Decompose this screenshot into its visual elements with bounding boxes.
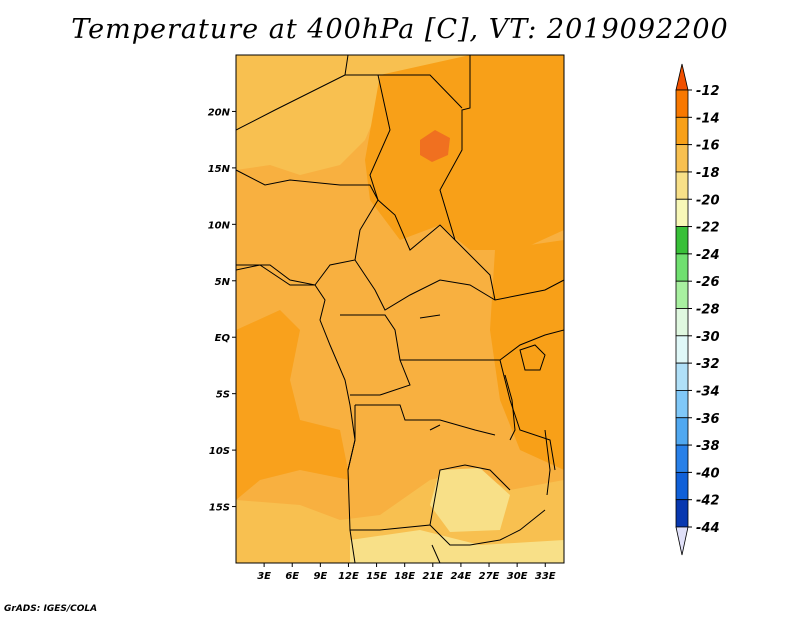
- colorbar-label: -28: [696, 303, 720, 318]
- colorbar-segment: [675, 471, 689, 501]
- lake-outline: [429, 424, 441, 431]
- colorbar-label: -42: [696, 494, 720, 509]
- colorbar: -12 -14 -16 -18 -20 -22 -24 -26 -28 -30 -32 -34 -36 -…: [675, 63, 720, 556]
- lat-tick-label: 5S: [216, 390, 230, 401]
- colorbar-segment: [675, 226, 689, 255]
- lon-tick-label: 33E: [535, 571, 556, 582]
- credit-text: GrADS: IGES/COLA: [4, 604, 98, 614]
- lat-tick-label: EQ: [215, 333, 231, 344]
- border-line: [499, 329, 564, 361]
- colorbar-segment: [675, 253, 689, 282]
- lon-tick-label: 21E: [422, 571, 443, 582]
- field-region-minus20-south: [350, 530, 564, 563]
- plot-frame: [235, 54, 565, 564]
- colorbar-label: -16: [696, 139, 720, 154]
- border-line: [431, 544, 441, 563]
- colorbar-label: -38: [696, 439, 720, 454]
- border-line: [439, 55, 496, 301]
- lon-tick-label: 15E: [366, 571, 387, 582]
- colorbar-label: -12: [696, 84, 720, 99]
- colorbar-segment: [675, 308, 689, 337]
- colorbar-segment: [675, 444, 689, 473]
- latitude-axis: 20N 15N 10N 5N EQ 5S 10S 15S: [208, 107, 236, 514]
- colorbar-label: -20: [696, 193, 720, 208]
- border-line: [378, 74, 463, 109]
- border-line: [236, 199, 379, 286]
- field-region-minus20-blob: [430, 468, 510, 532]
- lake-outline: [519, 344, 546, 371]
- coastline: [236, 264, 356, 471]
- colorbar-segment: [675, 144, 689, 173]
- border-line: [355, 404, 496, 436]
- lat-tick-label: 20N: [208, 107, 231, 118]
- colorbar-label: -18: [696, 166, 720, 181]
- colorbar-segment: [675, 116, 689, 146]
- colorbar-label: -32: [696, 357, 720, 372]
- border-line: [236, 55, 349, 131]
- river-outline: [419, 314, 441, 319]
- chart-title: Temperature at 400hPa [C], VT: 201909220…: [71, 14, 729, 45]
- country-borders: [236, 55, 564, 563]
- colorbar-label: -40: [696, 466, 720, 481]
- border-line: [349, 529, 356, 563]
- colorbar-segment: [675, 417, 689, 446]
- border-line: [345, 74, 391, 201]
- colorbar-segment: [675, 171, 689, 200]
- lat-tick-label: 15N: [208, 164, 231, 175]
- lon-tick-label: 18E: [394, 571, 415, 582]
- lat-tick-label: 15S: [209, 503, 230, 514]
- colorbar-label: -14: [696, 111, 720, 126]
- lon-tick-label: 9E: [313, 571, 327, 582]
- colorbar-bottom-arrow: [675, 526, 689, 556]
- colorbar-segment: [675, 335, 689, 364]
- border-line: [377, 199, 456, 251]
- field-region-minus14-west: [236, 310, 350, 500]
- colorbar-label: -24: [696, 248, 720, 263]
- lake-outline: [504, 374, 516, 441]
- colorbar-segment: [675, 499, 689, 528]
- temperature-field: [236, 55, 564, 563]
- lon-tick-label: 30E: [507, 571, 528, 582]
- lon-tick-label: 6E: [285, 571, 299, 582]
- colorbar-label: -36: [696, 412, 720, 427]
- lon-tick-label: 3E: [257, 571, 271, 582]
- colorbar-label: -22: [696, 221, 720, 236]
- field-region-minus14-northeast: [365, 55, 564, 250]
- colorbar-label: -34: [696, 384, 720, 399]
- longitude-axis: 3E 6E 9E 12E 15E 18E 21E 24E 27E 30E 33E: [257, 563, 556, 582]
- lon-tick-label: 27E: [479, 571, 500, 582]
- lon-tick-label: 12E: [338, 571, 359, 582]
- colorbar-label: -30: [696, 330, 720, 345]
- lat-tick-label: 5N: [215, 277, 231, 288]
- lat-tick-label: 10N: [208, 220, 231, 231]
- border-line: [429, 509, 546, 546]
- border-line: [499, 359, 556, 471]
- colorbar-top-arrow: [675, 63, 689, 91]
- lake-outline: [544, 429, 551, 496]
- colorbar-segment: [675, 362, 689, 391]
- colorbar-segment: [675, 198, 689, 227]
- colorbar-label: -26: [696, 275, 720, 290]
- border-line: [354, 259, 564, 311]
- lon-tick-label: 24E: [451, 571, 472, 582]
- colorbar-segment: [675, 89, 689, 118]
- lat-tick-label: 10S: [209, 446, 230, 457]
- colorbar-segment: [675, 280, 689, 309]
- colorbar-segment: [675, 390, 689, 419]
- field-region-minus12-blob: [420, 130, 450, 162]
- colorbar-label: -44: [696, 521, 720, 536]
- border-line: [236, 169, 379, 201]
